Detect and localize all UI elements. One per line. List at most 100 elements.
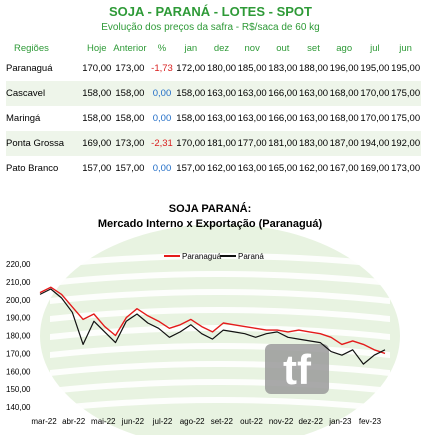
cell-jan: 170,00 xyxy=(175,131,207,156)
col-header-anterior: Anterior xyxy=(113,42,147,54)
cell-jun: 195,00 xyxy=(391,63,421,74)
cell-region: Maringá xyxy=(6,113,41,124)
table-row: Cascavel 158,00 158,00 0,00 158,00 163,0… xyxy=(6,81,421,106)
series-line-parana xyxy=(39,288,386,365)
cell-hoje: 169,00 xyxy=(82,131,112,156)
cell-jan: 158,00 xyxy=(175,81,207,106)
cell-jan: 158,00 xyxy=(176,113,206,124)
x-tick-label: abr-22 xyxy=(62,417,86,426)
cell-jul: 194,00 xyxy=(359,131,391,156)
table-row: Maringá 158,00 158,00 0,00 158,00 163,00… xyxy=(6,106,421,131)
table-header-row: Regiões Hoje Anterior % jan dez nov out … xyxy=(6,40,421,56)
cell-jan: 157,00 xyxy=(176,163,206,174)
cell-hoje: 158,00 xyxy=(82,113,112,124)
cell-nov: 163,00 xyxy=(236,81,268,106)
background-stripe xyxy=(50,289,390,304)
cell-out: 166,00 xyxy=(268,113,298,124)
x-tick-label: jun-22 xyxy=(121,417,145,426)
y-tick-label: 180,00 xyxy=(6,332,31,341)
col-header-ago: ago xyxy=(336,42,353,54)
cell-set: 162,00 xyxy=(298,163,329,174)
series-line-paranagua xyxy=(39,286,386,355)
y-axis: 220,00 210,00 200,00 190,00 180,00 170,00 160,… xyxy=(6,260,31,412)
y-tick-label: 220,00 xyxy=(6,260,31,269)
chart-subtitle: Mercado Interno x Exportação (Paranaguá) xyxy=(98,218,323,230)
col-header-regioes: Regiões xyxy=(14,42,49,54)
cell-anterior: 158,00 xyxy=(115,113,145,124)
cell-dez: 181,00 xyxy=(206,131,237,156)
cell-out: 165,00 xyxy=(268,163,298,174)
cell-hoje: 158,00 xyxy=(82,81,112,106)
cell-dez: 163,00 xyxy=(206,81,237,106)
page-subtitle: Evolução dos preços da safra - R$/saca d… xyxy=(101,22,320,33)
x-tick-label: mar-22 xyxy=(31,417,57,426)
price-chart: SOJA PARANÁ: Mercado Interno x Exportaçã… xyxy=(6,202,400,435)
price-table: Regiões Hoje Anterior % jan dez nov out … xyxy=(6,40,421,181)
cell-jan: 172,00 xyxy=(176,63,206,74)
legend-label-parana: Paraná xyxy=(238,252,264,261)
cell-anterior: 158,00 xyxy=(111,81,149,106)
x-tick-label: jul-22 xyxy=(152,417,173,426)
x-tick-label: jan-23 xyxy=(328,417,352,426)
cell-set: 183,00 xyxy=(298,131,329,156)
cell-pct: 0,00 xyxy=(152,163,172,174)
cell-region: Paranaguá xyxy=(6,63,53,74)
y-tick-label: 190,00 xyxy=(6,314,31,323)
col-header-jul: jul xyxy=(370,42,380,54)
chart-legend: Paranaguá Paraná xyxy=(164,252,264,261)
cell-ago: 187,00 xyxy=(328,131,360,156)
cell-region: Cascavel xyxy=(6,81,83,106)
cell-pct: -1,73 xyxy=(151,63,173,74)
y-tick-label: 170,00 xyxy=(6,349,31,358)
col-header-pct: % xyxy=(157,42,167,54)
col-header-jun: jun xyxy=(399,42,412,54)
cell-anterior: 157,00 xyxy=(115,163,145,174)
x-tick-label: set-22 xyxy=(211,417,234,426)
x-tick-label: dez-22 xyxy=(298,417,323,426)
cell-set: 163,00 xyxy=(298,113,329,124)
y-tick-label: 150,00 xyxy=(6,385,31,394)
cell-jun: 192,00 xyxy=(390,131,421,156)
x-axis: mar-22 abr-22 mai-22 jun-22 jul-22 ago-22 set-… xyxy=(31,417,381,426)
cell-pct: 0,00 xyxy=(148,81,176,106)
y-tick-label: 210,00 xyxy=(6,278,31,287)
cell-out: 181,00 xyxy=(267,131,299,156)
legend-label-paranagua: Paranaguá xyxy=(182,252,222,261)
cell-region: Pato Branco xyxy=(6,163,59,174)
y-tick-label: 200,00 xyxy=(6,296,31,305)
cell-ago: 168,00 xyxy=(329,113,359,124)
cell-anterior: 173,00 xyxy=(111,131,149,156)
x-tick-label: mai-22 xyxy=(91,417,116,426)
x-tick-label: fev-23 xyxy=(359,417,382,426)
cell-ago: 196,00 xyxy=(329,63,359,74)
background-stripe xyxy=(50,397,390,412)
cell-out: 166,00 xyxy=(267,81,299,106)
col-header-jan: jan xyxy=(184,42,198,54)
col-header-set: set xyxy=(307,42,320,54)
chart-title: SOJA PARANÁ: xyxy=(169,202,252,215)
cell-nov: 177,00 xyxy=(236,131,268,156)
cell-ago: 167,00 xyxy=(329,163,359,174)
cell-pct: 0,00 xyxy=(152,113,172,124)
cell-jul: 169,00 xyxy=(360,163,390,174)
col-header-out: out xyxy=(276,42,290,54)
table-row: Pato Branco 157,00 157,00 0,00 157,00 16… xyxy=(6,156,421,181)
cell-jun: 173,00 xyxy=(391,163,421,174)
cell-anterior: 173,00 xyxy=(115,63,145,74)
col-header-dez: dez xyxy=(213,42,230,54)
background-stripe xyxy=(50,271,390,286)
cell-jun: 175,00 xyxy=(390,81,421,106)
background-stripe xyxy=(50,253,390,268)
cell-nov: 163,00 xyxy=(237,163,267,174)
cell-nov: 185,00 xyxy=(237,63,267,74)
table-row: Paranaguá 170,00 173,00 -1,73 172,00 180… xyxy=(6,56,421,81)
cell-jul: 170,00 xyxy=(359,81,391,106)
cell-ago: 168,00 xyxy=(328,81,360,106)
x-tick-label: out-22 xyxy=(240,417,263,426)
chart-series xyxy=(39,286,386,365)
cell-jun: 175,00 xyxy=(391,113,421,124)
cell-nov: 163,00 xyxy=(237,113,267,124)
cell-set: 163,00 xyxy=(298,81,329,106)
watermark-logo: tf xyxy=(265,344,329,394)
